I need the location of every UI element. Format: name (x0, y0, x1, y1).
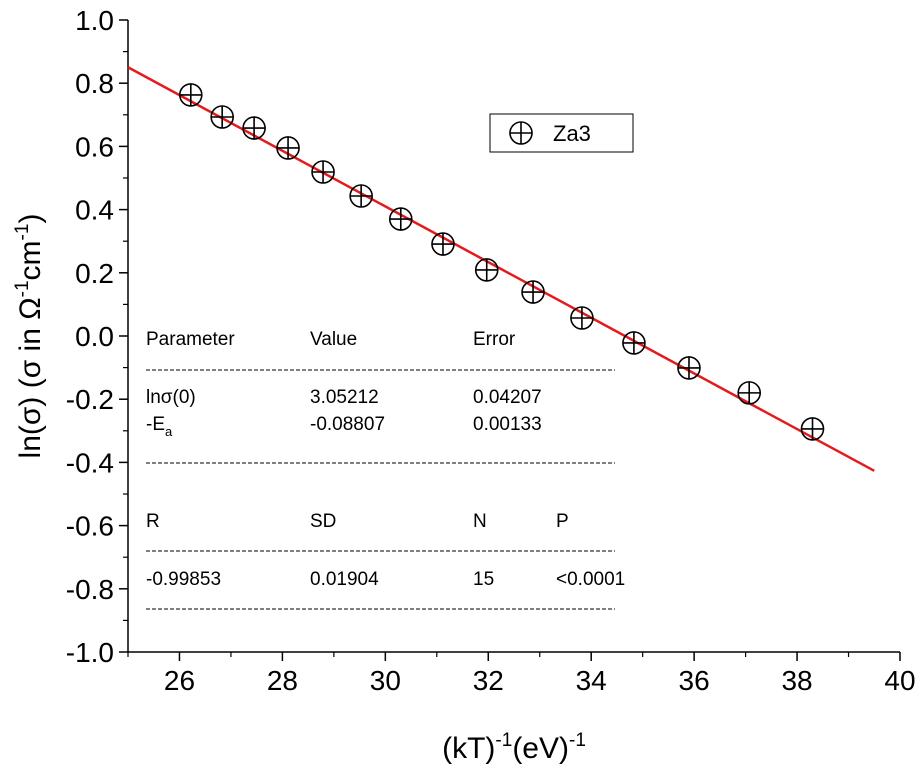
row-param: -Ea (146, 414, 173, 439)
x-tick-label: 40 (884, 665, 915, 696)
y-tick-label: 0.2 (75, 258, 114, 289)
row-value: 3.05212 (310, 387, 379, 408)
row-error: 0.00133 (473, 414, 542, 435)
stats-value-r: -0.99853 (146, 569, 221, 590)
y-tick-label: 0.8 (75, 68, 114, 99)
data-point (622, 331, 646, 355)
table-header-value: Value (310, 329, 357, 350)
x-tick-label: 36 (679, 665, 710, 696)
data-point (431, 232, 455, 256)
stats-header-p: P (556, 511, 569, 532)
stats-value-sd: 0.01904 (310, 569, 379, 590)
data-point (210, 105, 234, 129)
stats-header-sd: SD (310, 511, 336, 532)
table-header-parameter: Parameter (146, 329, 235, 350)
fit-table: Parameter Value Error lnσ(0) 3.05212 0.0… (146, 329, 625, 610)
legend-label: Za3 (553, 121, 591, 146)
row-value: -0.08807 (310, 414, 385, 435)
stats-header-r: R (146, 511, 160, 532)
x-tick-label: 30 (370, 665, 401, 696)
y-tick-label: -0.2 (66, 384, 114, 415)
data-point (521, 280, 545, 304)
x-tick-label: 38 (781, 665, 812, 696)
data-point (178, 83, 203, 107)
x-tick-label: 34 (576, 665, 607, 696)
data-point (311, 160, 335, 184)
y-axis-title: ln(σ) (σ in Ω-1cm-1) (12, 214, 47, 459)
y-tick-label: -1.0 (66, 637, 114, 668)
x-tick-label: 32 (473, 665, 504, 696)
data-point (677, 356, 701, 380)
row-error: 0.04207 (473, 387, 542, 408)
x-tick-label: 26 (164, 665, 195, 696)
y-tick-label: -0.4 (66, 447, 114, 478)
data-point (737, 381, 762, 405)
x-tick-label: 28 (267, 665, 298, 696)
data-point (570, 306, 594, 330)
stats-value-p: <0.0001 (556, 569, 625, 590)
y-tick-label: 0.0 (75, 321, 114, 352)
x-axis-title: (kT)-1(eV)-1 (442, 730, 586, 765)
legend: Za3 (489, 113, 634, 153)
data-point (349, 184, 373, 208)
data-point (276, 136, 300, 160)
stats-value-n: 15 (473, 569, 494, 590)
y-tick-label: 0.6 (75, 131, 114, 162)
row-param: lnσ(0) (146, 387, 196, 408)
data-point (242, 116, 266, 140)
y-tick-label: 1.0 (75, 5, 114, 36)
data-point (800, 417, 825, 441)
y-tick-label: 0.4 (75, 195, 114, 226)
data-point (474, 258, 499, 282)
data-point (388, 207, 413, 231)
legend-marker-icon (509, 121, 533, 145)
stats-header-n: N (473, 511, 487, 532)
table-header-error: Error (473, 329, 516, 350)
y-tick-label: -0.8 (66, 574, 114, 605)
y-tick-label: -0.6 (66, 511, 114, 542)
